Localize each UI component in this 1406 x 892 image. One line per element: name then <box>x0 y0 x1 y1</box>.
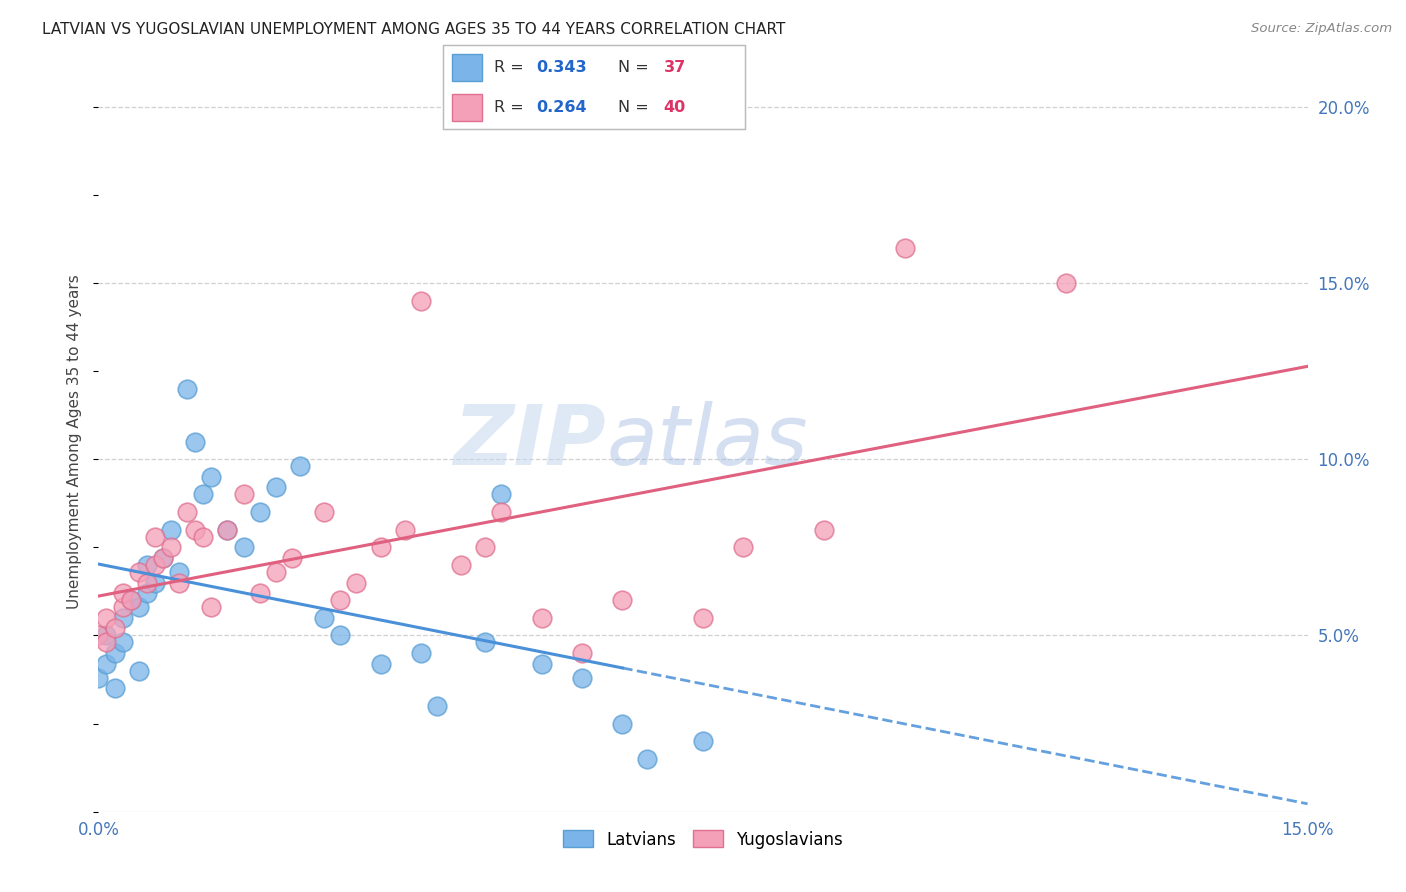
Point <box>143 530 166 544</box>
Point <box>160 523 183 537</box>
Text: 0.264: 0.264 <box>537 100 588 115</box>
Point <box>167 565 190 579</box>
Point <box>232 541 254 555</box>
Point <box>103 646 125 660</box>
Point <box>96 628 118 642</box>
Point <box>344 575 367 590</box>
Point <box>491 505 513 519</box>
Text: ZIP: ZIP <box>454 401 606 482</box>
Point <box>1054 276 1077 290</box>
Point <box>288 459 311 474</box>
Point <box>692 734 714 748</box>
Legend: Latvians, Yugoslavians: Latvians, Yugoslavians <box>557 823 849 855</box>
Point <box>232 487 254 501</box>
Point <box>193 530 215 544</box>
Point <box>249 586 271 600</box>
Point <box>409 293 432 308</box>
Point <box>200 600 222 615</box>
Point <box>692 611 714 625</box>
Point <box>426 698 449 713</box>
Text: N =: N = <box>619 100 654 115</box>
Point <box>200 470 222 484</box>
Point <box>530 611 553 625</box>
Point <box>370 541 392 555</box>
Point <box>176 382 198 396</box>
Point <box>314 611 336 625</box>
Text: R =: R = <box>495 100 529 115</box>
Point <box>571 671 593 685</box>
Point <box>217 523 239 537</box>
Point <box>733 541 755 555</box>
Point <box>217 523 239 537</box>
Text: 37: 37 <box>664 60 686 75</box>
Point <box>87 671 110 685</box>
Point <box>264 565 287 579</box>
Point <box>111 586 134 600</box>
Text: 40: 40 <box>664 100 686 115</box>
Point <box>193 487 215 501</box>
Point <box>167 575 190 590</box>
Point <box>184 523 207 537</box>
Point <box>893 241 915 255</box>
Point <box>612 593 634 607</box>
Text: LATVIAN VS YUGOSLAVIAN UNEMPLOYMENT AMONG AGES 35 TO 44 YEARS CORRELATION CHART: LATVIAN VS YUGOSLAVIAN UNEMPLOYMENT AMON… <box>42 22 786 37</box>
Point <box>612 716 634 731</box>
Y-axis label: Unemployment Among Ages 35 to 44 years: Unemployment Among Ages 35 to 44 years <box>67 274 83 609</box>
Point <box>152 550 174 565</box>
Point <box>474 635 496 649</box>
Point <box>96 611 118 625</box>
Text: atlas: atlas <box>606 401 808 482</box>
Point <box>184 434 207 449</box>
Point <box>636 752 658 766</box>
Point <box>111 635 134 649</box>
Point <box>135 586 157 600</box>
Point <box>176 505 198 519</box>
Point <box>103 621 125 635</box>
Point <box>111 611 134 625</box>
Point <box>128 664 150 678</box>
Point <box>409 646 432 660</box>
Text: 0.343: 0.343 <box>537 60 588 75</box>
Text: R =: R = <box>495 60 529 75</box>
Point <box>128 600 150 615</box>
Point <box>264 480 287 494</box>
Point <box>370 657 392 671</box>
Point <box>249 505 271 519</box>
Text: Source: ZipAtlas.com: Source: ZipAtlas.com <box>1251 22 1392 36</box>
Point <box>96 635 118 649</box>
Point <box>450 558 472 572</box>
Bar <box>451 94 482 120</box>
Bar <box>451 54 482 81</box>
Point <box>87 628 110 642</box>
Point <box>813 523 835 537</box>
Point <box>281 550 304 565</box>
Point <box>394 523 416 537</box>
Point <box>135 558 157 572</box>
Text: N =: N = <box>619 60 654 75</box>
Point <box>143 575 166 590</box>
Point <box>128 565 150 579</box>
Point <box>491 487 513 501</box>
Point <box>329 628 352 642</box>
Point <box>314 505 336 519</box>
Point <box>329 593 352 607</box>
Point <box>530 657 553 671</box>
Point <box>96 657 118 671</box>
Point <box>143 558 166 572</box>
Point <box>120 593 142 607</box>
Point <box>103 681 125 696</box>
Point <box>571 646 593 660</box>
Point <box>152 550 174 565</box>
Point <box>160 541 183 555</box>
Point <box>135 575 157 590</box>
Point <box>120 593 142 607</box>
Point <box>111 600 134 615</box>
Point <box>474 541 496 555</box>
